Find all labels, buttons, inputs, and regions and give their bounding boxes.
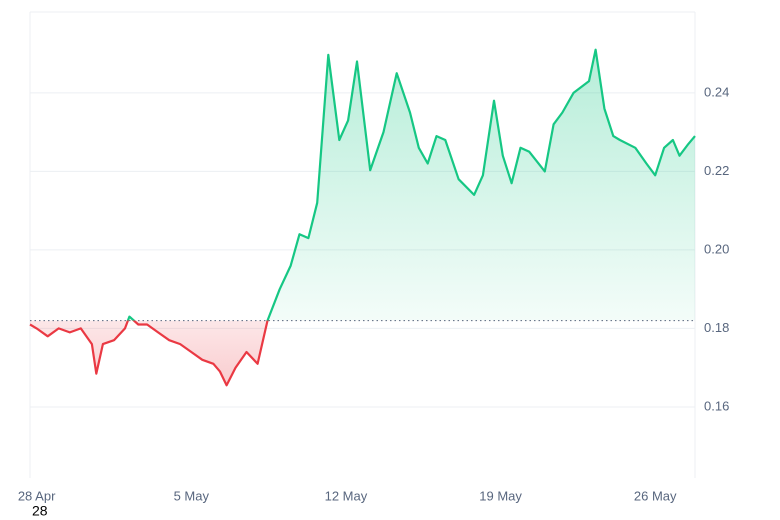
x-tick-label: 28 Apr xyxy=(18,488,56,503)
x-tick-label: 19 May xyxy=(479,488,522,503)
y-tick-label: 0.22 xyxy=(704,163,729,178)
extra-label: 28 xyxy=(32,503,48,519)
x-tick-label: 12 May xyxy=(325,488,368,503)
y-tick-label: 0.20 xyxy=(704,241,729,256)
price-line xyxy=(29,48,696,387)
area xyxy=(30,49,695,386)
y-tick-label: 0.16 xyxy=(704,398,729,413)
x-tick-label: 26 May xyxy=(634,488,677,503)
y-tick-label: 0.24 xyxy=(704,84,729,99)
y-tick-label: 0.18 xyxy=(704,320,729,335)
x-tick-label: 5 May xyxy=(174,488,210,503)
